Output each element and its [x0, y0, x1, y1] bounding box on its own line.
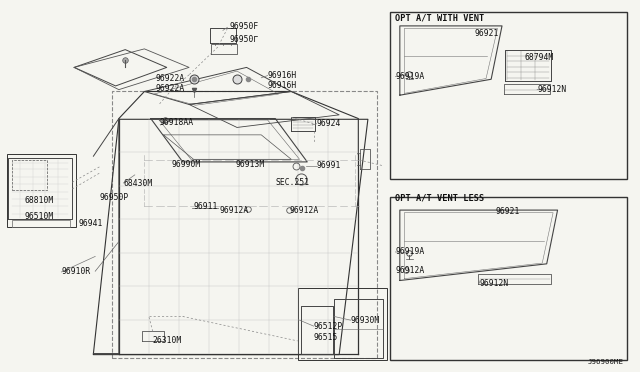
Text: 96921: 96921	[474, 29, 499, 38]
Text: 96919A: 96919A	[396, 72, 424, 81]
Text: 96912N: 96912N	[479, 279, 509, 288]
Text: 96910R: 96910R	[61, 267, 91, 276]
Text: 96913M: 96913M	[236, 160, 265, 169]
Text: 96922A: 96922A	[156, 74, 184, 83]
Text: 96991: 96991	[317, 161, 341, 170]
Text: 96924: 96924	[317, 119, 341, 128]
Text: 96950F: 96950F	[229, 22, 259, 31]
Text: 96515: 96515	[314, 333, 338, 342]
Text: 96930M: 96930M	[351, 316, 380, 325]
Text: 96912A: 96912A	[396, 266, 424, 275]
Text: 96510M: 96510M	[24, 212, 54, 221]
Text: OPT A/T WITH VENT: OPT A/T WITH VENT	[396, 14, 484, 23]
Text: 96912A: 96912A	[289, 206, 319, 215]
Text: 96916H: 96916H	[268, 81, 297, 90]
Bar	[298, 288, 387, 360]
Text: 26310M: 26310M	[153, 336, 182, 346]
Text: 96911: 96911	[193, 202, 218, 211]
Text: 96941: 96941	[79, 219, 103, 228]
Bar	[390, 12, 627, 179]
Text: SEC.251: SEC.251	[275, 178, 309, 187]
Text: 96512P: 96512P	[314, 321, 343, 331]
Text: 96912A: 96912A	[219, 206, 248, 215]
Text: 68810M: 68810M	[24, 196, 54, 205]
Text: 96950Γ: 96950Γ	[229, 35, 259, 44]
Text: 96922A: 96922A	[156, 84, 184, 93]
Text: 96918AA: 96918AA	[159, 118, 193, 127]
Text: 68794M: 68794M	[524, 52, 554, 61]
Text: J96900ME: J96900ME	[588, 359, 623, 365]
Bar	[7, 154, 76, 227]
Bar	[113, 92, 378, 358]
Text: 68430M: 68430M	[124, 179, 152, 187]
Text: 96916H: 96916H	[268, 71, 297, 80]
Text: 96919A: 96919A	[396, 247, 424, 256]
Text: 96912N: 96912N	[537, 85, 566, 94]
Text: 96950P: 96950P	[100, 193, 129, 202]
Text: OPT A/T VENT LESS: OPT A/T VENT LESS	[396, 193, 484, 202]
Text: 96990M: 96990M	[172, 160, 201, 169]
Bar	[390, 197, 627, 360]
Text: 96921: 96921	[495, 207, 520, 216]
